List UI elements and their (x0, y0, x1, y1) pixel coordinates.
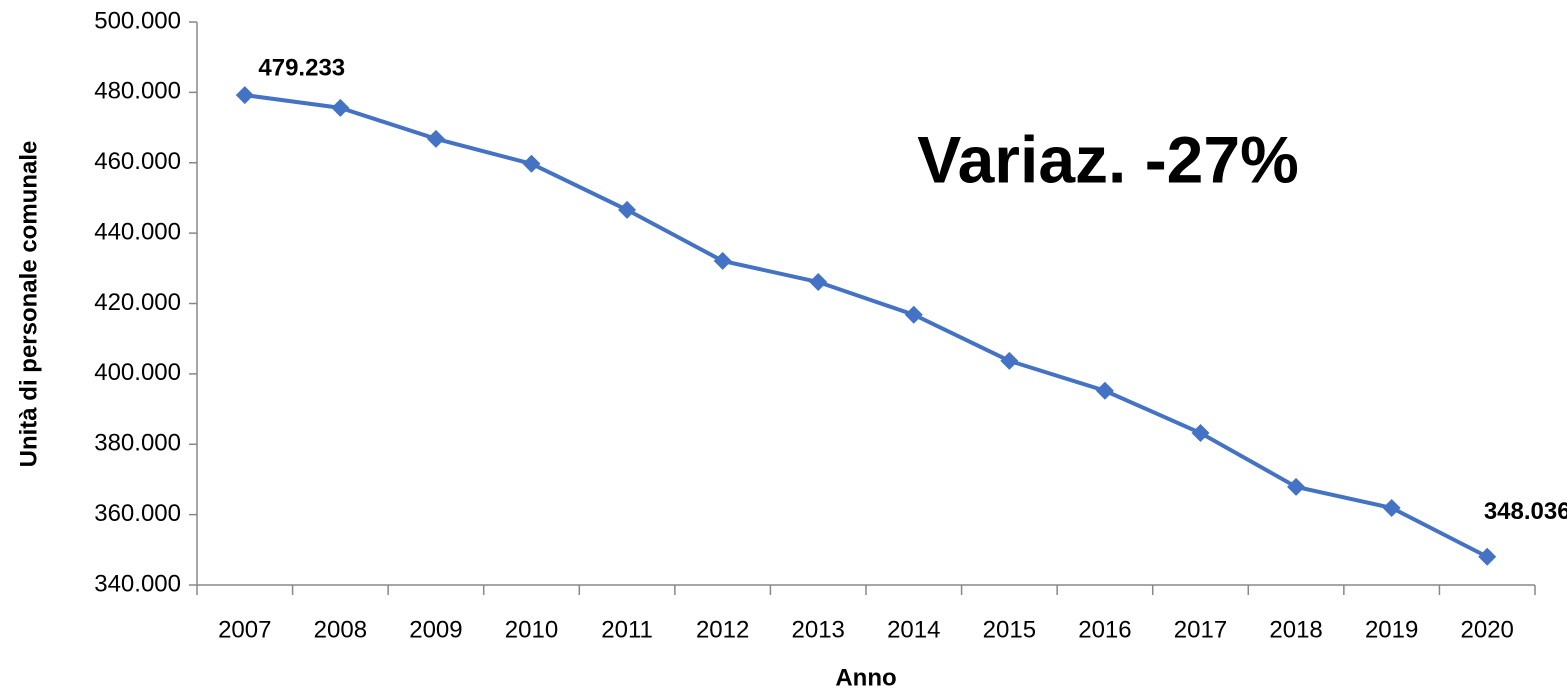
y-tick-label: 480.000 (94, 78, 181, 105)
series-line (244, 93, 1489, 559)
y-tick-label: 460.000 (94, 148, 181, 175)
x-tick-label: 2011 (601, 616, 653, 643)
x-tick-label: 2019 (1365, 616, 1418, 643)
y-tick-label: 380.000 (94, 430, 181, 457)
y-tick-label: 360.000 (94, 500, 181, 527)
marker (618, 200, 637, 219)
marker (1095, 381, 1114, 400)
x-tick-label: 2009 (409, 616, 462, 643)
y-tick-label: 500.000 (94, 7, 181, 34)
marker (1191, 423, 1210, 442)
data-label: 479.233 (258, 54, 345, 81)
marker (1478, 547, 1497, 566)
marker (713, 251, 732, 270)
marker (235, 86, 254, 105)
x-axis-label: Anno (835, 664, 896, 689)
marker (522, 154, 541, 173)
y-tick-label: 420.000 (94, 289, 181, 316)
marker (1382, 498, 1401, 517)
marker (1000, 351, 1019, 370)
y-axis-label: Unità di personale comunale (15, 141, 42, 468)
marker (426, 129, 445, 148)
marker (809, 273, 828, 292)
x-tick-label: 2016 (1078, 616, 1131, 643)
x-tick-label: 2013 (792, 616, 845, 643)
marker (331, 98, 350, 117)
x-tick-label: 2012 (696, 616, 749, 643)
data-label: 348.036 (1484, 498, 1567, 525)
y-tick-label: 400.000 (94, 359, 181, 386)
x-tick-label: 2015 (983, 616, 1036, 643)
x-tick-label: 2007 (218, 616, 271, 643)
marker (1287, 477, 1306, 496)
x-tick-label: 2018 (1269, 616, 1322, 643)
x-tick-label: 2008 (314, 616, 367, 643)
marker (904, 305, 923, 324)
annotation: Variaz. -27% (917, 122, 1299, 196)
y-tick-label: 440.000 (94, 218, 181, 245)
y-tick-label: 340.000 (94, 570, 181, 597)
x-tick-label: 2020 (1461, 616, 1514, 643)
x-tick-label: 2014 (887, 616, 940, 643)
x-tick-label: 2017 (1174, 616, 1227, 643)
x-tick-label: 2010 (505, 616, 558, 643)
